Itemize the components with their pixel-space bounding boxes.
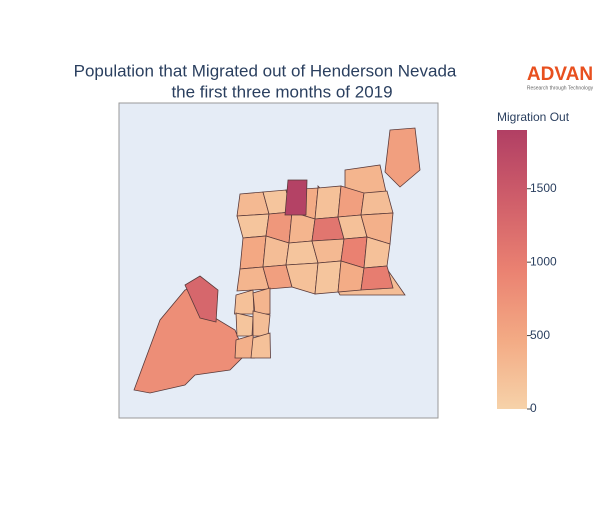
colorbar-tick-label: 0 <box>530 401 537 415</box>
colorbar <box>497 130 527 409</box>
colorbar-title: Migration Out <box>497 110 570 124</box>
region <box>235 312 254 337</box>
region <box>239 235 267 270</box>
region <box>236 213 270 239</box>
colorbar-tick-label: 1000 <box>530 254 557 268</box>
title-line: the first three months of 2019 <box>171 82 392 101</box>
logo: ADVAN <box>527 64 593 85</box>
colorbar-tick-label: 500 <box>530 328 550 342</box>
region <box>384 127 421 188</box>
region <box>250 332 271 359</box>
region <box>360 265 394 291</box>
region <box>252 287 271 315</box>
logo-tagline: Research through Technology <box>527 85 594 91</box>
title-line: Population that Migrated out of Henderso… <box>74 61 457 80</box>
region <box>314 260 342 295</box>
region <box>184 275 219 323</box>
colorbar-tick-label: 1500 <box>530 181 557 195</box>
region <box>360 190 394 216</box>
region <box>314 185 342 220</box>
region <box>311 238 345 264</box>
region <box>252 310 271 337</box>
region <box>284 179 308 216</box>
